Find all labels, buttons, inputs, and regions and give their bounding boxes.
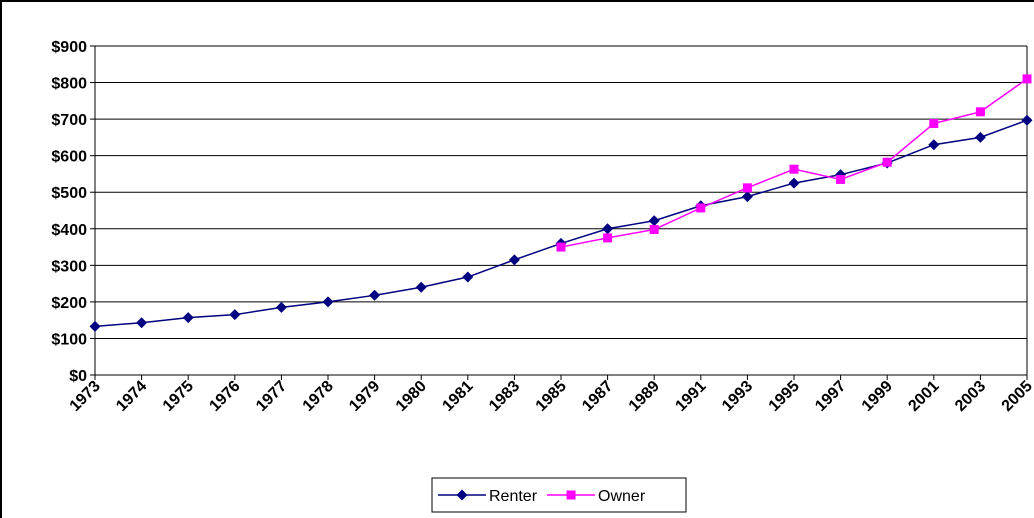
data-point	[369, 289, 381, 301]
y-tick-label: $300	[51, 258, 87, 275]
y-tick-label: $200	[51, 295, 87, 312]
data-point	[788, 177, 800, 189]
legend-marker	[566, 490, 576, 500]
legend-label: Owner	[598, 488, 646, 505]
data-point	[275, 301, 287, 313]
data-point	[696, 203, 706, 213]
data-point	[928, 139, 940, 151]
data-point	[649, 225, 659, 235]
y-tick-label: $500	[51, 185, 87, 202]
data-point	[136, 317, 148, 329]
y-tick-label: $400	[51, 222, 87, 239]
data-point	[1022, 74, 1032, 84]
data-point	[929, 118, 939, 128]
data-point	[182, 312, 194, 324]
data-point	[89, 320, 101, 332]
y-tick-label: $700	[51, 112, 87, 129]
data-point	[648, 215, 660, 227]
legend-label: Renter	[489, 488, 538, 505]
data-point	[603, 233, 613, 243]
data-point	[882, 157, 892, 167]
data-point	[742, 183, 752, 193]
y-tick-label: $900	[51, 39, 87, 56]
y-tick-label: $600	[51, 149, 87, 166]
data-point	[508, 254, 520, 266]
y-tick-label: $100	[51, 331, 87, 348]
data-point	[1021, 114, 1033, 126]
data-point	[789, 164, 799, 174]
y-tick-label: $800	[51, 76, 87, 93]
data-point	[836, 174, 846, 184]
data-point	[602, 223, 614, 235]
legend-marker	[456, 489, 468, 501]
data-point	[975, 107, 985, 117]
data-point	[556, 242, 566, 252]
y-tick-label: $0	[69, 368, 87, 385]
data-point	[415, 281, 427, 293]
data-point	[229, 309, 241, 321]
data-point	[974, 131, 986, 143]
data-point	[322, 296, 334, 308]
data-point	[462, 271, 474, 283]
data-point	[741, 191, 753, 203]
